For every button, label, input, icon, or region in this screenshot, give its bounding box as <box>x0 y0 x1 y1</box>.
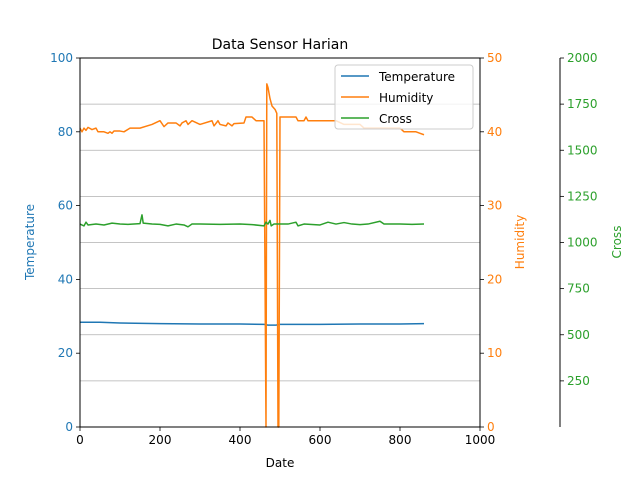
y-tick-label-temperature: 0 <box>65 420 73 434</box>
legend: Temperature Humidity Cross <box>334 64 474 130</box>
series-layer <box>79 83 425 428</box>
y-tick-label-humidity: 50 <box>487 51 502 65</box>
y-tick-label-cross: 1000 <box>567 236 598 250</box>
y-axis-label-humidity: Humidity <box>513 215 527 269</box>
y-tick-label-temperature: 80 <box>58 125 73 139</box>
y-tick-label-cross: 1750 <box>567 97 598 111</box>
y-tick-label-cross: 1250 <box>567 189 598 203</box>
chart-title: Data Sensor Harian <box>212 37 349 53</box>
y-axis-label-temperature: Temperature <box>23 204 37 281</box>
y-tick-label-humidity: 0 <box>487 420 495 434</box>
y-tick-label-cross: 750 <box>567 282 590 296</box>
x-tick-label: 600 <box>309 433 332 447</box>
legend-box <box>334 64 474 130</box>
x-tick-label: 0 <box>76 433 84 447</box>
plot-frame <box>79 57 481 428</box>
x-tick-label: 200 <box>149 433 172 447</box>
y-tick-label-temperature: 40 <box>58 272 73 286</box>
y-tick-label-humidity: 40 <box>487 125 502 139</box>
x-tick-label: 1000 <box>465 433 496 447</box>
legend-label-temperature: Temperature <box>378 70 455 84</box>
x-tick-label: 800 <box>389 433 412 447</box>
x-axis-label: Date <box>266 456 295 470</box>
x-tick-label: 400 <box>229 433 252 447</box>
legend-label-cross: Cross <box>379 112 412 126</box>
y-tick-label-humidity: 10 <box>487 346 502 360</box>
y-tick-label-cross: 500 <box>567 328 590 342</box>
y-tick-label-temperature: 20 <box>58 346 73 360</box>
axes-layer: 0 200 400 600 800 100002040608010001020304050… <box>50 51 597 447</box>
y-axis-label-cross: Cross <box>610 226 624 259</box>
y-tick-label-cross: 1500 <box>567 143 598 157</box>
y-tick-label-cross: 250 <box>567 374 590 388</box>
legend-label-humidity: Humidity <box>379 91 433 105</box>
y-tick-label-temperature: 100 <box>50 51 73 65</box>
y-tick-label-cross: 2000 <box>567 51 598 65</box>
y-tick-label-humidity: 20 <box>487 272 502 286</box>
series-line-cross <box>79 214 425 228</box>
series-line-humidity <box>79 83 425 428</box>
y-tick-label-humidity: 30 <box>487 199 502 213</box>
y-tick-label-temperature: 60 <box>58 199 73 213</box>
